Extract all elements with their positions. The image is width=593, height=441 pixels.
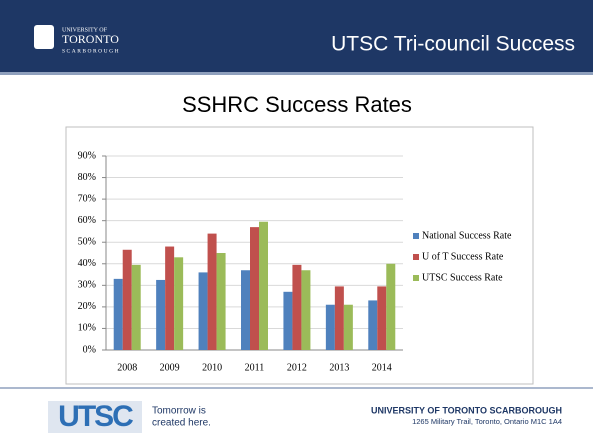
y-tick-label: 50% — [78, 237, 96, 248]
logo-line: SCARBOROUGH — [62, 48, 120, 54]
bar — [216, 253, 226, 350]
legend-label: National Success Rate — [422, 230, 512, 241]
y-tick-label: 10% — [78, 323, 96, 334]
header-rule — [0, 72, 593, 75]
logo-line: TORONTO — [62, 32, 119, 46]
bar — [292, 264, 302, 350]
header-bar — [0, 0, 593, 72]
bar — [334, 286, 344, 350]
legend-label: UTSC Success Rate — [422, 272, 503, 283]
bar — [343, 304, 353, 350]
x-tick-label: 2011 — [245, 362, 265, 373]
x-tick-label: 2012 — [287, 362, 307, 373]
legend-swatch — [413, 275, 419, 281]
y-tick-label: 0% — [83, 344, 96, 355]
legend-swatch — [413, 254, 419, 260]
legend-swatch — [413, 233, 419, 239]
bar — [174, 257, 184, 350]
bar — [386, 263, 396, 350]
bar — [131, 264, 141, 350]
bar — [301, 270, 311, 350]
bar — [165, 246, 175, 350]
slide-title: UTSC Tri-council Success — [331, 33, 575, 56]
y-tick-label: 90% — [78, 150, 96, 161]
bar — [368, 300, 378, 350]
bar — [283, 291, 293, 350]
tagline: Tomorrow is — [152, 406, 206, 417]
org-name: UNIVERSITY OF TORONTO SCARBOROUGH — [371, 405, 562, 415]
y-tick-label: 80% — [78, 172, 96, 183]
footer-logo-bg — [48, 401, 142, 433]
footer-logo: UTSC — [58, 400, 133, 433]
logo-line: UNIVERSITY OF — [62, 27, 108, 33]
x-tick-label: 2009 — [160, 362, 180, 373]
y-tick-label: 60% — [78, 215, 96, 226]
crest — [34, 25, 54, 49]
bar — [207, 233, 217, 350]
x-tick-label: 2008 — [117, 362, 137, 373]
y-tick-label: 70% — [78, 193, 96, 204]
bar — [198, 272, 208, 350]
tagline: created here. — [152, 418, 211, 429]
bar — [241, 270, 250, 350]
bar — [325, 304, 335, 350]
bar — [122, 249, 132, 350]
y-tick-label: 20% — [78, 301, 96, 312]
bar — [377, 286, 387, 350]
address: 1265 Military Trail, Toronto, Ontario M1… — [412, 417, 562, 426]
bar — [259, 221, 268, 350]
x-tick-label: 2014 — [372, 362, 392, 373]
y-tick-label: 40% — [78, 258, 96, 269]
bar — [113, 278, 123, 350]
legend-label: U of T Success Rate — [422, 251, 504, 262]
x-tick-label: 2013 — [329, 362, 349, 373]
x-tick-label: 2010 — [202, 362, 222, 373]
plot: 0% 10% 20% 30% 40% 50% 60% 70% 80% 90% 2008 2009 201… — [78, 150, 512, 373]
chart-title: SSHRC Success Rates — [182, 92, 412, 117]
bar — [156, 279, 166, 350]
bar — [250, 227, 259, 350]
y-tick-label: 30% — [78, 280, 96, 291]
